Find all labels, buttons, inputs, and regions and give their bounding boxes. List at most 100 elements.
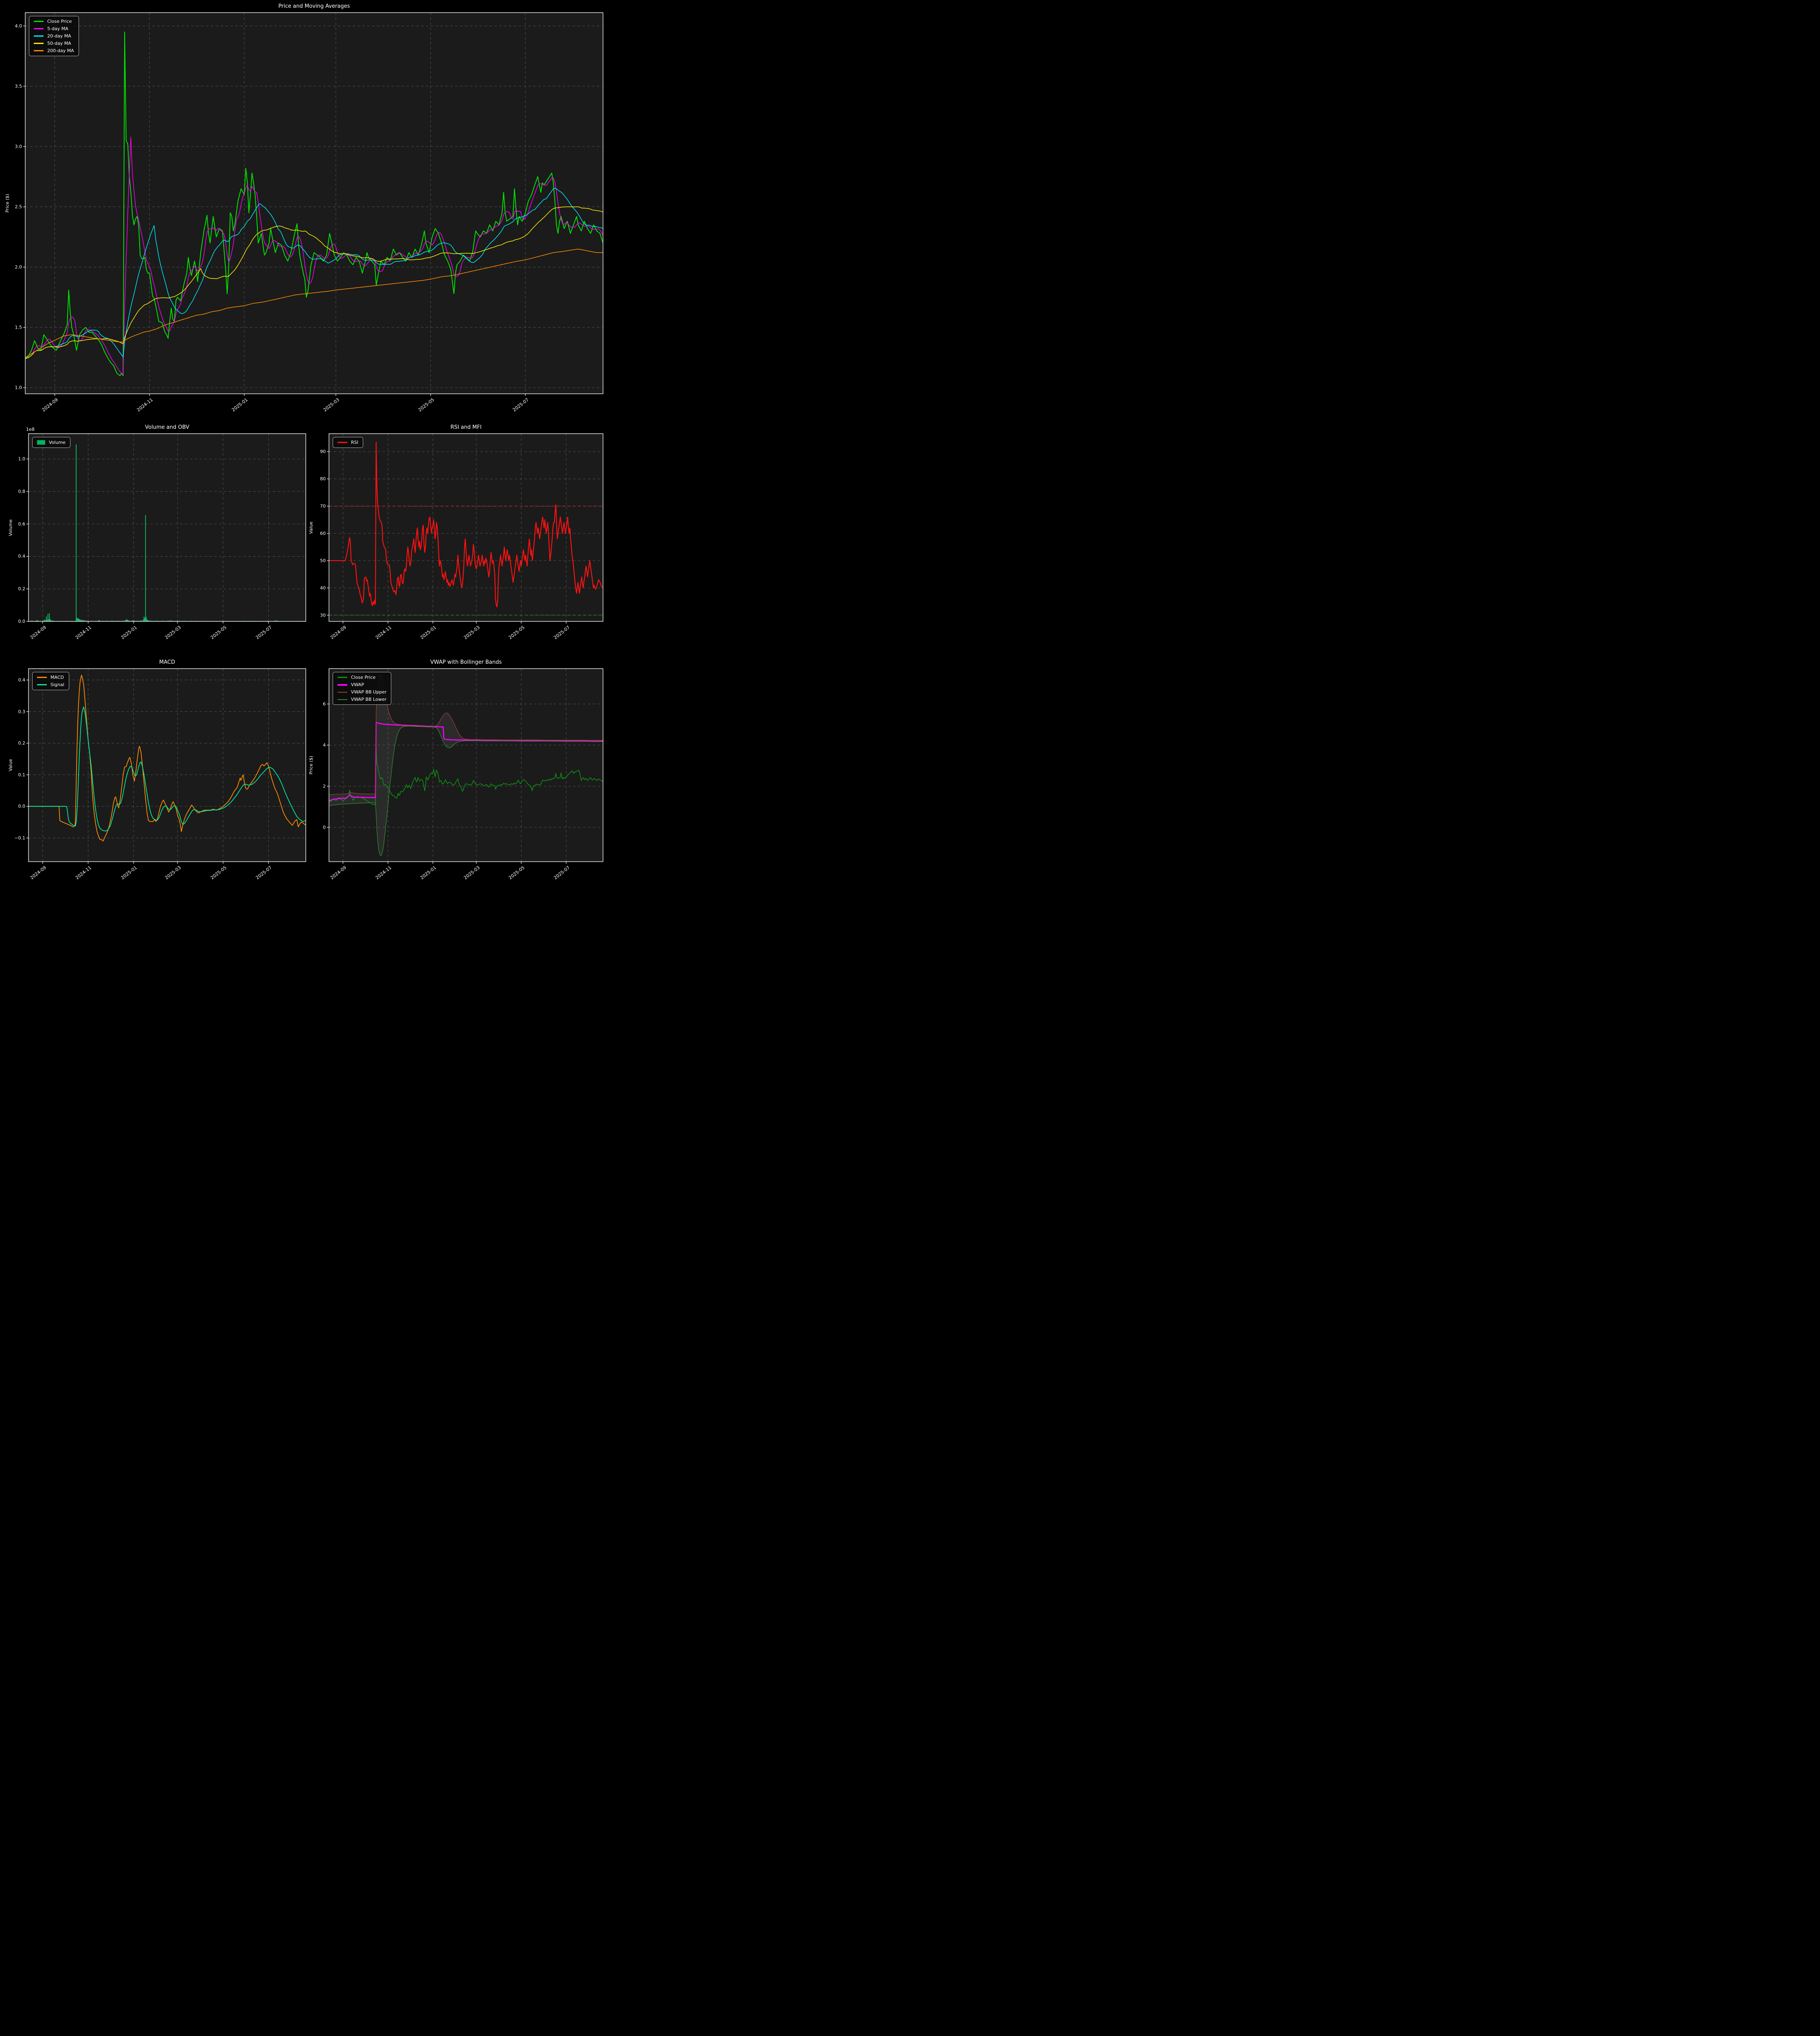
macd-y-tick-label: 0.0 (18, 803, 26, 809)
legend-label: 50-day MA (47, 41, 71, 46)
legend-item: MACD (37, 675, 64, 680)
rsi-y-tick-label: 60 (320, 531, 326, 536)
legend-label: VWAP (351, 682, 364, 687)
volume-axis-offset-text: 1e8 (26, 427, 35, 432)
macd-y-tick-label: 0.4 (18, 677, 26, 683)
macd-legend: MACD Signal (32, 672, 69, 690)
rsi-y-tick-label: 50 (320, 558, 326, 564)
volume-bar (49, 613, 50, 621)
legend-item: VWAP (338, 682, 386, 687)
vwap-x-tick-label: 2025-01 (419, 865, 438, 881)
legend-item: Signal (37, 682, 64, 687)
legend-label: RSI (351, 440, 358, 445)
rsi-x-tick-label: 2024-11 (374, 625, 393, 641)
legend-item: 200-day MA (34, 48, 74, 53)
volume-bar (78, 618, 79, 621)
legend-item: Volume (37, 440, 66, 445)
price-x-tick-label: 2025-05 (417, 397, 435, 413)
volume-bar (141, 620, 143, 621)
volume-x-tick-label: 2024-11 (75, 625, 93, 641)
volume-bar (81, 620, 82, 621)
price-y-tick-label: 4.0 (15, 23, 22, 29)
volume-bar (79, 619, 81, 621)
vwap-x-tick-label: 2025-05 (507, 865, 526, 881)
price-y-tick-label: 1.5 (15, 325, 22, 330)
vwap-y-tick-label: 0 (323, 825, 326, 830)
volume-y-tick-label: 1.0 (18, 456, 26, 462)
price-x-tick-label: 2025-01 (230, 397, 249, 413)
rsi-legend: RSI (333, 437, 363, 448)
legend-item: 20-day MA (34, 33, 74, 39)
price-x-tick-label: 2025-07 (512, 397, 530, 413)
macd-x-tick-label: 2024-09 (29, 865, 47, 881)
vwap-bb-lower-line (329, 726, 603, 856)
vwap-x-tick-label: 2025-07 (553, 865, 571, 881)
volume-legend: Volume (32, 437, 70, 448)
price-x-tick-label: 2025-03 (322, 397, 340, 413)
legend-line-swatch (37, 677, 47, 678)
volume-y-tick-label: 0.6 (18, 521, 26, 527)
rsi-y-tick-label: 90 (320, 449, 326, 454)
volume-bar (143, 617, 145, 621)
legend-label: MACD (50, 675, 64, 680)
rsi-x-tick-label: 2024-09 (329, 625, 348, 641)
volume-bar (46, 617, 47, 621)
volume-bar (81, 620, 83, 621)
volume-bar (132, 620, 134, 621)
volume-chart-title: Volume and OBV (145, 424, 189, 430)
price-chart-title: Price and Moving Averages (278, 3, 350, 9)
rsi-x-tick-label: 2025-05 (507, 625, 526, 641)
volume-bar (146, 617, 147, 621)
rsi-y-tick-label: 80 (320, 476, 326, 482)
volume-x-tick-label: 2025-05 (209, 625, 228, 641)
rsi-line (329, 441, 603, 608)
bollinger-band-fill (329, 674, 603, 856)
price-y-axis-label: Price ($) (4, 194, 10, 213)
volume-bar (77, 618, 78, 621)
volume-bar (50, 620, 51, 621)
legend-label: 5-day MA (47, 26, 68, 31)
price-y-tick-label: 2.5 (15, 204, 22, 210)
volume-bar (169, 620, 171, 621)
volume-bar (147, 620, 148, 621)
signal-line (29, 706, 306, 832)
legend-label: 20-day MA (47, 33, 71, 39)
price-x-tick-label: 2024-11 (136, 397, 154, 413)
legend-label: VWAP BB Lower (351, 697, 386, 702)
volume-bar (48, 619, 49, 621)
legend-line-swatch (37, 684, 47, 685)
5-day-ma-line (25, 136, 603, 375)
legend-line-swatch (338, 699, 347, 700)
volume-plot-canvas (26, 433, 306, 623)
macd-y-tick-label: 0.2 (18, 740, 26, 746)
macd-x-tick-label: 2025-07 (255, 865, 273, 881)
rsi-y-tick-label: 40 (320, 585, 326, 591)
volume-bar (83, 620, 84, 621)
legend-line-swatch (34, 50, 44, 51)
volume-bar (44, 619, 46, 621)
vwap-x-tick-label: 2024-09 (329, 865, 348, 881)
volume-bar (80, 620, 81, 621)
volume-bar (46, 620, 48, 621)
legend-item: VWAP BB Lower (338, 697, 386, 702)
legend-line-swatch (34, 43, 44, 44)
volume-y-tick-label: 0.0 (18, 619, 26, 624)
price-plot-canvas (23, 12, 603, 396)
macd-y-tick-label: 0.3 (18, 709, 26, 714)
legend-line-swatch (338, 677, 347, 678)
legend-item: 5-day MA (34, 26, 74, 31)
macd-chart-title: MACD (159, 659, 175, 665)
legend-label: VWAP BB Upper (351, 689, 387, 695)
legend-line-swatch (34, 21, 44, 22)
volume-x-tick-label: 2025-07 (255, 625, 273, 641)
rsi-x-tick-label: 2025-01 (419, 625, 438, 641)
price-y-tick-label: 2.0 (15, 264, 22, 270)
vwap-legend: Close Price VWAP VWAP BB Upper VWAP BB Lowe… (333, 672, 392, 705)
legend-line-swatch (34, 35, 44, 37)
vwap-y-tick-label: 6 (323, 701, 326, 707)
macd-x-tick-label: 2025-01 (120, 865, 138, 881)
macd-x-tick-label: 2025-03 (164, 865, 182, 881)
volume-y-tick-label: 0.2 (18, 586, 26, 592)
legend-label: 200-day MA (47, 48, 74, 53)
volume-bar (37, 620, 38, 621)
